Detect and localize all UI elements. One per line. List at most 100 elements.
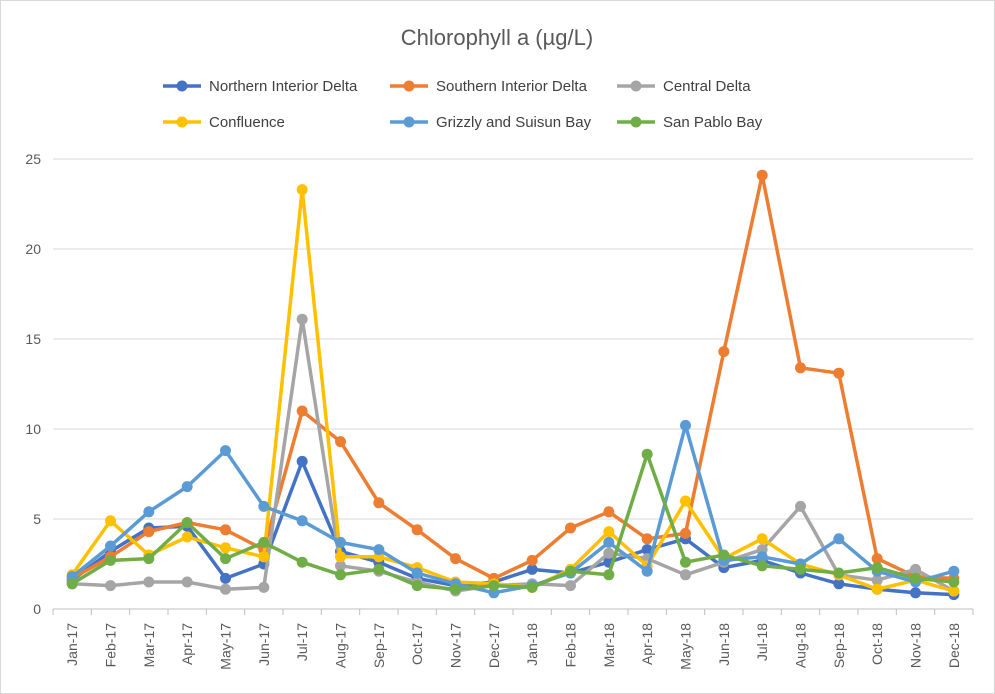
data-point	[296, 313, 308, 325]
series-grizzly-and-suisun-bay	[66, 419, 960, 599]
legend-label: San Pablo Bay	[663, 114, 763, 131]
legend-swatch-marker	[403, 116, 415, 128]
y-tick-label: 25	[25, 151, 41, 167]
data-point	[373, 544, 385, 556]
x-tick-label: Feb-18	[563, 623, 579, 668]
x-tick-label: Sep-17	[371, 623, 387, 668]
data-point	[565, 580, 576, 592]
data-point	[373, 563, 385, 575]
data-point	[948, 565, 960, 577]
data-point	[220, 542, 231, 554]
legend-item: San Pablo Bay	[617, 114, 763, 131]
legend-label: Southern Interior Delta	[436, 78, 588, 95]
x-tick-label: Jun-18	[716, 623, 732, 666]
data-point	[220, 445, 231, 457]
data-point	[411, 567, 423, 579]
data-point	[833, 578, 845, 590]
data-point	[296, 556, 308, 568]
series-group	[66, 169, 960, 601]
data-point	[871, 553, 883, 565]
data-point	[335, 536, 346, 548]
legend: Northern Interior Delta Southern Interior…	[163, 78, 763, 131]
legend-swatch-marker	[403, 80, 415, 92]
data-point	[680, 569, 691, 581]
y-tick-label: 15	[25, 331, 41, 347]
series-northern-interior-delta	[66, 455, 960, 601]
y-axis: 0 5 10 15 20 25	[25, 151, 41, 617]
data-point	[641, 448, 653, 460]
data-point	[871, 583, 883, 595]
series-line	[70, 173, 956, 581]
data-point	[756, 551, 768, 563]
x-tick-label: Feb-17	[103, 623, 119, 668]
data-point	[871, 574, 883, 586]
data-point	[220, 524, 231, 536]
y-tick-label: 0	[33, 601, 41, 617]
data-point	[66, 578, 78, 590]
data-point	[910, 587, 921, 599]
data-point	[335, 551, 346, 563]
data-point	[910, 572, 921, 584]
data-point	[756, 169, 768, 181]
data-point	[795, 362, 806, 374]
data-point	[335, 560, 346, 572]
y-tick-label: 20	[25, 241, 41, 257]
data-point	[105, 515, 116, 527]
series-line	[70, 187, 956, 593]
data-point	[220, 553, 231, 565]
data-point	[526, 563, 538, 575]
data-point	[181, 576, 193, 588]
x-tick-label: Jun-17	[256, 623, 272, 666]
data-point	[258, 581, 270, 593]
data-point	[181, 481, 193, 493]
data-point	[105, 580, 116, 592]
data-point	[105, 540, 116, 552]
legend-swatch-marker	[630, 80, 642, 92]
data-point	[143, 553, 155, 565]
data-point	[680, 495, 691, 507]
series-southern-interior-delta	[66, 169, 960, 584]
legend-label: Grizzly and Suisun Bay	[436, 114, 592, 131]
legend-item: Central Delta	[617, 78, 751, 95]
legend-item: Southern Interior Delta	[390, 78, 588, 95]
legend-swatch-marker	[176, 80, 188, 92]
legend-item: Grizzly and Suisun Bay	[390, 114, 592, 131]
data-point	[680, 419, 691, 431]
x-tick-label: May-18	[678, 623, 694, 670]
data-point	[718, 549, 730, 561]
data-point	[526, 554, 538, 566]
x-tick-label: Aug-18	[793, 623, 809, 668]
data-point	[296, 455, 308, 467]
x-axis: Jan-17 Feb-17 Mar-17 Apr-17 May-17 Jun-17 Jul-…	[52, 608, 974, 670]
gridlines	[53, 158, 973, 520]
data-point	[296, 184, 308, 196]
x-tick-label: Sep-18	[831, 623, 847, 668]
chart-title: Chlorophyll a (µg/L)	[401, 25, 593, 50]
x-tick-label: Nov-18	[908, 623, 924, 668]
x-tick-label: Dec-18	[946, 623, 962, 668]
series-line	[70, 423, 956, 595]
data-point	[450, 583, 461, 595]
data-point	[181, 517, 193, 529]
data-point	[680, 556, 691, 568]
x-tick-label: Mar-18	[601, 623, 617, 668]
x-tick-label: Jan-18	[524, 623, 540, 666]
data-point	[795, 563, 806, 575]
data-point	[603, 547, 615, 559]
legend-item: Confluence	[163, 114, 285, 131]
data-point	[143, 526, 155, 538]
data-point	[603, 526, 615, 538]
data-point	[488, 580, 500, 592]
x-tick-label: Oct-18	[869, 623, 885, 665]
data-point	[335, 436, 346, 448]
data-point	[220, 583, 231, 595]
y-tick-label: 5	[33, 511, 41, 527]
x-tick-label: May-17	[218, 623, 234, 670]
data-point	[680, 527, 691, 539]
x-tick-label: Aug-17	[333, 623, 349, 668]
data-point	[756, 533, 768, 545]
x-tick-label: Jan-17	[64, 623, 80, 666]
data-point	[718, 346, 730, 358]
data-point	[871, 562, 883, 574]
